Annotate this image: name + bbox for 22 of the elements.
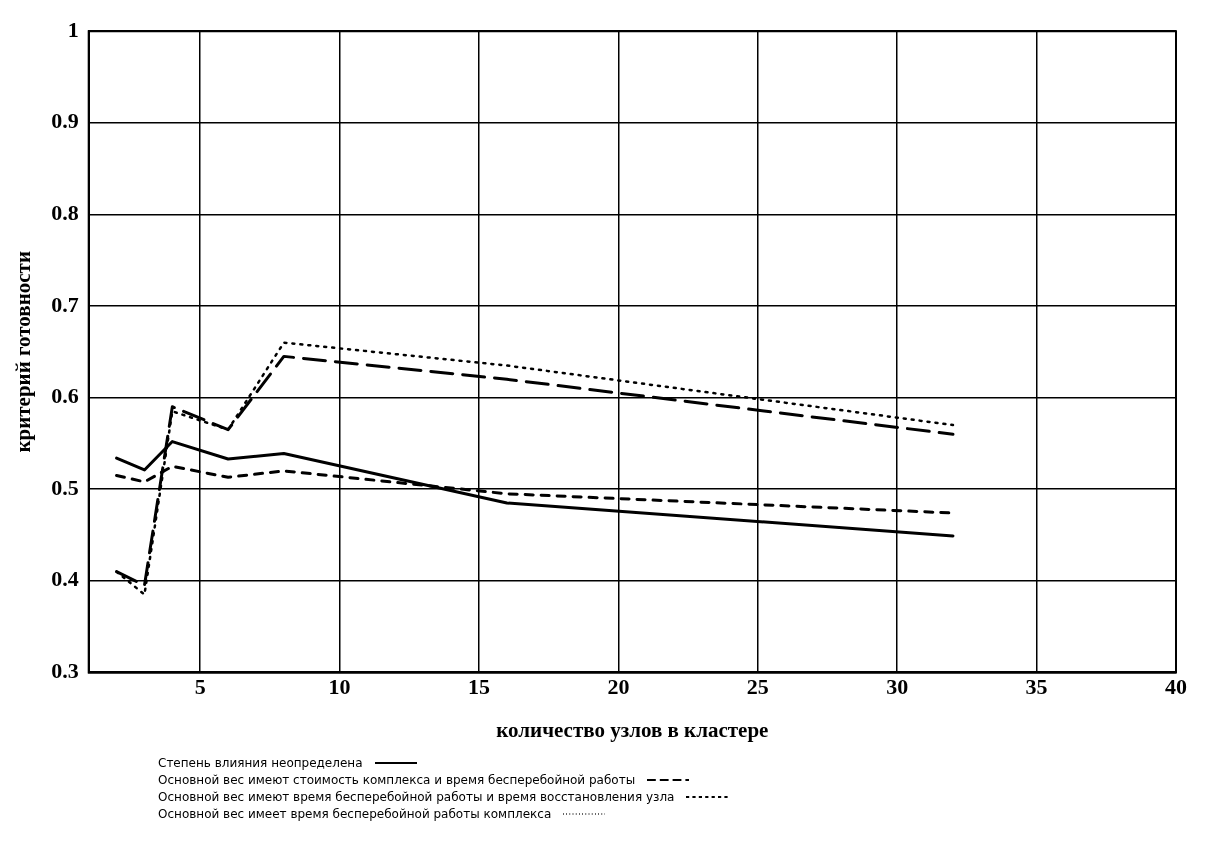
x-tick-label: 15 [468,674,491,700]
y-tick-label: 0.8 [51,200,79,226]
x-tick-label: 5 [194,674,206,700]
x-tick-label: 40 [1165,674,1187,700]
y-tick-label: 0.6 [51,383,79,409]
x-axis-title: количество узлов в кластере [496,717,769,742]
y-tick-label: 0.9 [51,108,79,134]
y-tick-label: 0.5 [51,474,79,500]
x-tick-label: 10 [328,674,351,700]
y-axis-title: критерий готовности [11,251,36,453]
y-tick-label: 0.7 [51,291,79,317]
x-tick-label: 25 [746,674,769,700]
legend-label: Основной вес имеет время бесперебойной работы комплекса [158,806,552,821]
y-tick-label: 1 [67,16,79,42]
legend-label: Основной вес имеют стоимость комплекса и время бесперебойной работы [158,772,636,787]
legend-label: Основной вес имеют время бесперебойной работы и время восстановления узла [158,789,675,804]
x-tick-label: 35 [1025,674,1048,700]
y-tick-label: 0.3 [51,658,79,684]
legend-label: Степень влияния неопределена [158,755,363,770]
y-tick-label: 0.4 [51,566,79,592]
x-tick-label: 30 [886,674,909,700]
x-tick-label: 20 [607,674,630,700]
